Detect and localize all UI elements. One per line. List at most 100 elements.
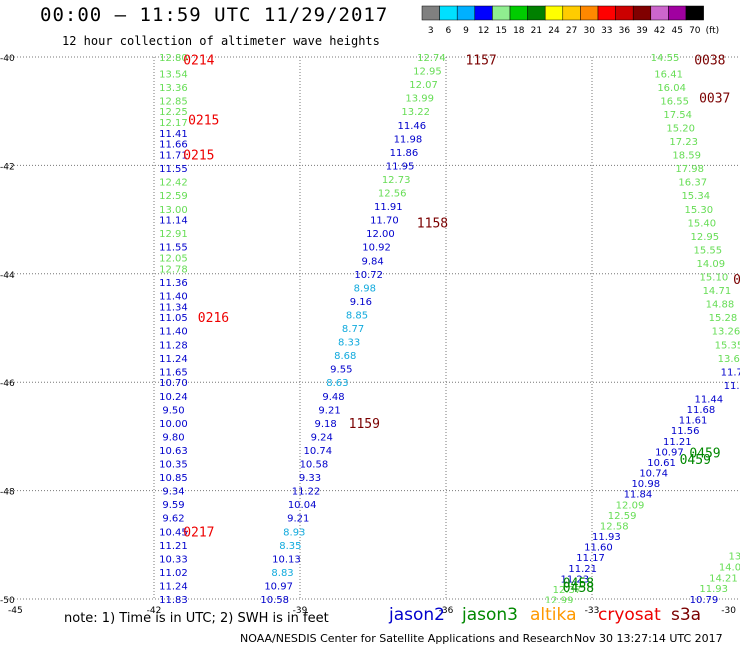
wave-height-value: 9.16 xyxy=(350,297,372,308)
wave-height-value: 15.40 xyxy=(687,218,716,229)
pass-time-label: 1158 xyxy=(417,216,448,231)
wave-height-value: 11.36 xyxy=(159,278,188,289)
wave-height-value: 11.39 xyxy=(724,381,740,392)
wave-height-value: 12.80 xyxy=(159,53,188,64)
wave-height-value: 13.05 xyxy=(729,552,740,563)
wave-height-value: 15.35 xyxy=(715,340,740,351)
pass-time-label: 0459 xyxy=(689,447,720,462)
wave-height-value: 10.92 xyxy=(362,243,391,254)
wave-height-value: 14.71 xyxy=(703,286,732,297)
wave-height-value: 11.34 xyxy=(159,302,188,313)
wave-height-value: 11.21 xyxy=(663,437,692,448)
pass-time-label: 0458 xyxy=(563,577,594,592)
legend-altika: altika xyxy=(530,605,577,625)
wave-height-value: 18.59 xyxy=(672,151,701,162)
credit-text: NOAA/NESDIS Center for Satellite Applica… xyxy=(240,632,574,645)
wave-height-value: 14.55 xyxy=(651,53,680,64)
colorbar-label: 15 xyxy=(495,26,506,36)
units-note: note: 1) Time is in UTC; 2) SWH is in fe… xyxy=(64,611,329,626)
generated-timestamp: Nov 30 13:27:14 UTC 2017 xyxy=(574,632,723,645)
wave-height-value: 11.17 xyxy=(576,553,605,564)
wave-height-value: 8.85 xyxy=(346,310,368,321)
wave-height-value: 13.36 xyxy=(159,83,188,94)
wave-height-value: 11.24 xyxy=(159,581,188,592)
wave-height-value: 11.70 xyxy=(370,216,399,227)
wave-height-value: 9.84 xyxy=(362,256,384,267)
wave-height-value: 13.99 xyxy=(405,94,434,105)
wave-height-value: 10.97 xyxy=(655,447,684,458)
lon-tick-label: -33 xyxy=(585,606,600,616)
wave-height-value: 13.66 xyxy=(718,354,740,365)
wave-height-value: 12.42 xyxy=(159,178,188,189)
wave-height-value: 10.74 xyxy=(639,469,668,480)
lat-tick-label: -46 xyxy=(0,379,15,389)
colorbar-label: 42 xyxy=(654,26,665,36)
pass-time-label: 1157 xyxy=(465,54,496,69)
wave-height-value: 12.25 xyxy=(159,107,188,118)
wave-height-value: 9.24 xyxy=(311,432,333,443)
colorbar-label: 3 xyxy=(428,26,434,36)
colorbar-label: 18 xyxy=(513,26,525,36)
wave-height-value: 12.37 xyxy=(553,585,582,596)
wave-height-value: 11.61 xyxy=(679,416,708,427)
wave-height-value: 11.93 xyxy=(699,584,728,595)
lon-tick-label: -42 xyxy=(147,606,162,616)
wave-height-value: 11.40 xyxy=(159,327,188,338)
lat-tick-label: -44 xyxy=(0,271,15,281)
wave-height-value: 11.24 xyxy=(159,354,188,365)
pass-time-label: 0215 xyxy=(183,149,214,164)
wave-height-value: 11.60 xyxy=(584,543,613,554)
wave-height-value: 12.59 xyxy=(159,191,188,202)
pass-time-label: 1159 xyxy=(349,417,380,432)
wave-height-value: 10.13 xyxy=(272,554,301,565)
wave-height-value: 9.21 xyxy=(287,514,309,525)
wave-height-value: 11.28 xyxy=(159,340,188,351)
wave-height-value: 9.55 xyxy=(330,365,352,376)
legend-cryosat: cryosat xyxy=(598,605,661,625)
wave-height-value: 15.55 xyxy=(694,245,723,256)
wave-height-value: 12.73 xyxy=(382,175,411,186)
wave-height-value: 11.21 xyxy=(159,541,188,552)
pass-time-label: 0216 xyxy=(198,311,229,326)
pass-time-label: 0217 xyxy=(183,525,214,540)
wave-height-value: 10.98 xyxy=(631,479,660,490)
legend-jason3: jason3 xyxy=(462,605,518,625)
wave-height-value: 12.95 xyxy=(413,67,442,78)
wave-height-value: 11.46 xyxy=(397,121,426,132)
wave-height-value: 13.26 xyxy=(712,327,740,338)
wave-height-value: 14.05 xyxy=(719,562,740,573)
wave-height-value: 11.86 xyxy=(390,148,419,159)
wave-height-value: 8.93 xyxy=(283,527,305,538)
lat-tick-label: -40 xyxy=(0,54,15,64)
wave-height-value: 16.37 xyxy=(678,178,707,189)
wave-height-value: 9.80 xyxy=(162,432,184,443)
colorbar-label: 36 xyxy=(619,26,631,36)
wave-height-value: 12.91 xyxy=(159,229,188,240)
wave-height-value: 11.66 xyxy=(159,140,188,151)
wave-height-value: 10.85 xyxy=(159,473,188,484)
colorbar-label: 12 xyxy=(478,26,489,36)
wave-height-value: 15.28 xyxy=(709,313,738,324)
wave-height-value: 10.97 xyxy=(264,581,293,592)
wave-height-value: 9.21 xyxy=(318,405,340,416)
wave-height-value: 8.35 xyxy=(279,541,301,552)
wave-height-value: 10.35 xyxy=(159,460,188,471)
wave-height-value: 13.22 xyxy=(401,107,430,118)
wave-height-value: 16.04 xyxy=(657,83,686,94)
wave-height-value: 11.05 xyxy=(159,313,188,324)
legend-s3a: s3a xyxy=(671,605,702,625)
colorbar-label: 27 xyxy=(566,26,577,36)
wave-height-value: 16.41 xyxy=(654,69,683,80)
wave-height-value: 8.33 xyxy=(338,338,360,349)
wave-height-value: 15.34 xyxy=(681,191,710,202)
wave-height-value: 14.21 xyxy=(709,573,738,584)
colorbar-label: 9 xyxy=(463,26,469,36)
wave-height-value: 17.23 xyxy=(669,137,698,148)
wave-height-value: 10.45 xyxy=(159,527,188,538)
wave-height-value: 8.83 xyxy=(271,568,293,579)
page-title: 00:00 – 11:59 UTC 11/29/2017 xyxy=(40,4,389,26)
pass-time-label: 0 xyxy=(733,273,740,288)
colorbar-label: 6 xyxy=(446,26,452,36)
wave-height-value: 12.85 xyxy=(159,96,188,107)
